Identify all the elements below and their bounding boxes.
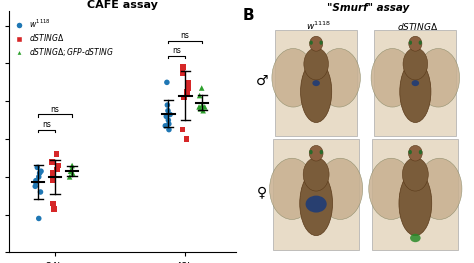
- Point: [35, 175, 43, 179]
- Ellipse shape: [399, 171, 432, 236]
- Point: [49, 179, 57, 183]
- Point: [195, 105, 203, 109]
- Point: [36, 190, 44, 194]
- Ellipse shape: [419, 150, 422, 154]
- Ellipse shape: [301, 61, 332, 123]
- Point: [31, 184, 39, 188]
- Point: [162, 124, 169, 128]
- Point: [50, 207, 57, 211]
- Ellipse shape: [400, 61, 431, 123]
- FancyBboxPatch shape: [374, 30, 456, 136]
- Point: [183, 90, 191, 94]
- Text: ns: ns: [181, 31, 190, 40]
- Point: [48, 160, 56, 164]
- Text: ns: ns: [51, 105, 59, 114]
- Point: [163, 114, 170, 119]
- Ellipse shape: [309, 145, 323, 161]
- Point: [201, 105, 209, 109]
- Ellipse shape: [402, 158, 428, 191]
- Ellipse shape: [411, 80, 419, 86]
- Legend: $w^{1118}$, $dSTING\Delta$, $dSTING\Delta;GFP$-$dSTING$: $w^{1118}$, $dSTING\Delta$, $dSTING\Delt…: [9, 14, 118, 61]
- Point: [53, 152, 60, 156]
- Ellipse shape: [417, 48, 460, 107]
- Ellipse shape: [303, 158, 329, 191]
- Point: [55, 163, 62, 168]
- Point: [49, 201, 57, 205]
- Ellipse shape: [310, 41, 313, 45]
- Ellipse shape: [312, 80, 320, 86]
- Point: [196, 93, 203, 98]
- Point: [184, 80, 192, 84]
- Ellipse shape: [409, 36, 422, 51]
- Ellipse shape: [410, 234, 420, 242]
- Ellipse shape: [409, 41, 412, 45]
- Title: CAFE assay: CAFE assay: [87, 0, 158, 10]
- Text: "Smurf" assay: "Smurf" assay: [327, 3, 409, 13]
- Point: [179, 65, 187, 69]
- Point: [164, 103, 171, 107]
- Point: [165, 128, 173, 132]
- Point: [166, 112, 174, 117]
- Point: [68, 163, 76, 168]
- Ellipse shape: [369, 158, 414, 219]
- Point: [69, 171, 76, 175]
- Point: [66, 175, 73, 179]
- Point: [180, 95, 188, 100]
- Ellipse shape: [306, 196, 327, 213]
- Point: [164, 109, 172, 113]
- Text: $dSTING\Delta$: $dSTING\Delta$: [397, 21, 438, 32]
- Point: [184, 86, 192, 90]
- Text: ♂: ♂: [256, 74, 268, 88]
- Ellipse shape: [304, 48, 328, 80]
- Point: [34, 165, 41, 170]
- FancyBboxPatch shape: [273, 139, 359, 250]
- Point: [32, 179, 40, 183]
- Point: [35, 216, 43, 221]
- Text: ♀: ♀: [257, 185, 267, 199]
- Ellipse shape: [409, 145, 422, 161]
- Point: [198, 86, 206, 90]
- Ellipse shape: [319, 41, 323, 45]
- Point: [67, 169, 74, 173]
- Ellipse shape: [318, 48, 360, 107]
- Point: [179, 128, 186, 132]
- Ellipse shape: [409, 150, 412, 154]
- Ellipse shape: [300, 171, 333, 236]
- Text: ns: ns: [42, 120, 51, 129]
- Point: [54, 167, 61, 171]
- Ellipse shape: [371, 48, 414, 107]
- Ellipse shape: [272, 48, 315, 107]
- Ellipse shape: [417, 158, 462, 219]
- Ellipse shape: [309, 150, 313, 154]
- Ellipse shape: [403, 48, 428, 80]
- Point: [179, 71, 186, 75]
- Text: ns: ns: [172, 46, 181, 55]
- Point: [163, 80, 171, 84]
- Ellipse shape: [319, 150, 323, 154]
- Point: [165, 122, 173, 126]
- Text: $w^{1118}$: $w^{1118}$: [306, 19, 331, 32]
- Point: [164, 118, 172, 122]
- FancyBboxPatch shape: [275, 30, 357, 136]
- Point: [182, 137, 190, 141]
- Ellipse shape: [270, 158, 314, 219]
- Ellipse shape: [310, 36, 323, 51]
- Point: [200, 109, 207, 113]
- Ellipse shape: [318, 158, 363, 219]
- Text: B: B: [243, 8, 255, 23]
- FancyBboxPatch shape: [372, 139, 458, 250]
- Point: [36, 171, 44, 175]
- Ellipse shape: [419, 41, 422, 45]
- Point: [68, 167, 75, 171]
- Point: [197, 107, 204, 111]
- Point: [32, 180, 40, 185]
- Point: [49, 171, 57, 175]
- Point: [37, 169, 45, 173]
- Point: [198, 103, 206, 107]
